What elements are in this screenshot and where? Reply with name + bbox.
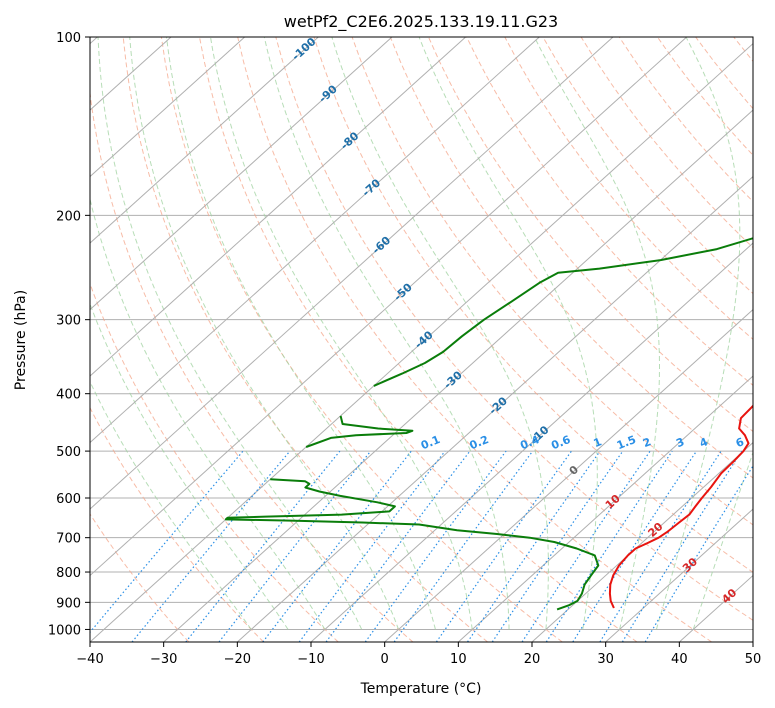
isotherm bbox=[163, 109, 753, 642]
isotherm bbox=[90, 42, 753, 642]
y-axis-ticks: 100 200 300 400 500 600 700 800 900 1000 bbox=[48, 31, 90, 638]
mixing-ratio-line bbox=[393, 450, 534, 642]
plot-frame bbox=[89, 36, 754, 643]
mixing-ratio-line bbox=[599, 450, 722, 642]
x-axis-label: Temperature (°C) bbox=[360, 681, 482, 697]
dry-adiabat bbox=[504, 37, 753, 340]
mixing-ratio-line bbox=[298, 450, 446, 642]
sounding-profiles bbox=[224, 237, 753, 611]
y-tick-label: 500 bbox=[56, 445, 81, 460]
mixing-ratio-line bbox=[435, 450, 572, 642]
moist-adiabat bbox=[90, 197, 326, 630]
y-axis-label: Pressure (hPa) bbox=[13, 290, 29, 390]
background-lines bbox=[90, 37, 753, 642]
moist-adiabat bbox=[331, 37, 549, 630]
x-tick-label: −30 bbox=[150, 652, 177, 667]
y-tick-label: 200 bbox=[56, 209, 81, 224]
dry-adiabat bbox=[160, 37, 563, 642]
mixing-ratio-line bbox=[521, 450, 651, 642]
x-tick-label: 20 bbox=[524, 652, 541, 667]
moist-adiabat bbox=[533, 37, 660, 630]
mixing-ratio-line bbox=[644, 464, 753, 642]
isotherm bbox=[605, 508, 753, 642]
isotherm bbox=[90, 37, 614, 510]
y-tick-label: 100 bbox=[56, 31, 81, 46]
isotherm bbox=[90, 37, 246, 178]
moist-adiabat bbox=[418, 37, 598, 630]
dry-adiabat bbox=[122, 37, 488, 642]
y-tick-label: 700 bbox=[56, 532, 81, 547]
dry-adiabat bbox=[90, 406, 264, 642]
mixing-ratio-line bbox=[325, 450, 471, 642]
moist-adiabat bbox=[90, 380, 252, 630]
moist-adiabat bbox=[129, 37, 400, 630]
dry-adiabat bbox=[389, 37, 753, 479]
mixing-ratio-line bbox=[491, 450, 624, 642]
mixing-ratio-label: 1 bbox=[592, 435, 604, 450]
x-tick-label: −10 bbox=[297, 652, 324, 667]
moist-adiabat bbox=[90, 302, 289, 630]
y-tick-label: 900 bbox=[56, 596, 81, 611]
dry-adiabat bbox=[199, 37, 638, 642]
x-tick-label: 30 bbox=[597, 652, 614, 667]
dry-adiabat bbox=[428, 37, 753, 433]
mixing-ratio-line bbox=[185, 450, 341, 642]
dewpoint-line bbox=[305, 415, 414, 448]
y-tick-label: 400 bbox=[56, 388, 81, 403]
mixing-ratio-line bbox=[467, 450, 601, 642]
x-tick-label: −40 bbox=[76, 652, 103, 667]
x-tick-label: 50 bbox=[745, 652, 762, 667]
isotherm bbox=[384, 308, 753, 642]
isotherm bbox=[90, 37, 540, 444]
dry-adiabat bbox=[466, 37, 753, 386]
isotherm bbox=[90, 37, 319, 244]
mixing-ratio-line bbox=[131, 450, 291, 642]
y-tick-label: 300 bbox=[56, 314, 81, 329]
x-tick-label: 10 bbox=[450, 652, 467, 667]
dry-adiabat bbox=[275, 37, 753, 621]
isotherm bbox=[457, 375, 753, 642]
mixing-ratio-label: 3 bbox=[674, 435, 686, 450]
isotherm bbox=[90, 37, 393, 311]
isotherm bbox=[310, 242, 753, 642]
mixing-ratio-line bbox=[90, 450, 244, 634]
x-axis-ticks: −40 −30 −20 −10 0 10 20 30 40 50 bbox=[76, 642, 761, 667]
x-tick-label: 0 bbox=[381, 652, 389, 667]
mixing-ratio-line bbox=[364, 450, 507, 642]
isotherm bbox=[236, 175, 753, 642]
x-tick-label: 40 bbox=[671, 652, 688, 667]
moist-adiabat bbox=[263, 37, 510, 630]
y-tick-label: 1000 bbox=[48, 623, 81, 638]
moist-adiabat bbox=[97, 37, 363, 630]
dewpoint-line bbox=[373, 237, 753, 387]
isotherm bbox=[90, 37, 467, 377]
y-tick-label: 800 bbox=[56, 566, 81, 581]
isotherm bbox=[531, 441, 753, 642]
mixing-ratio-label: 2 bbox=[641, 435, 653, 450]
isotherm bbox=[90, 37, 688, 577]
chart-title: wetPf2_C2E6.2025.133.19.11.G23 bbox=[284, 12, 558, 32]
moist-adiabat bbox=[692, 450, 753, 630]
y-tick-label: 600 bbox=[56, 492, 81, 507]
x-tick-label: −20 bbox=[224, 652, 251, 667]
moist-adiabat bbox=[655, 37, 741, 630]
temperature-line bbox=[608, 404, 753, 609]
mixing-ratio-line bbox=[572, 450, 697, 642]
moist-adiabat bbox=[166, 37, 436, 630]
dewpoint-line bbox=[224, 478, 600, 611]
